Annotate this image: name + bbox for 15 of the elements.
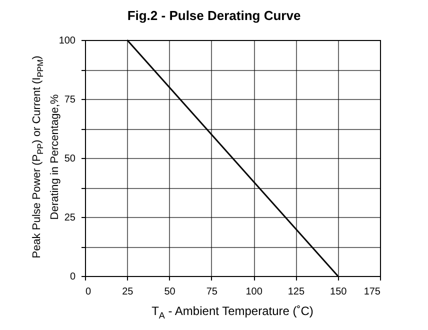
x-tick-label: 150 — [330, 286, 348, 298]
x-axis-title: T$_{A}$ - Ambient Temperature (˚C) — [150, 304, 314, 320]
x-tick-label: 100 — [246, 286, 263, 298]
y-tick-label: 0 — [70, 272, 76, 282]
chart-title: Fig.2 - Pulse Derating Curve — [126, 8, 302, 23]
y-tick-label: 25 — [64, 212, 76, 224]
y-tick-label: 50 — [64, 154, 76, 164]
x-tick-label: 50 — [164, 286, 176, 298]
x-tick-label: 25 — [122, 286, 134, 298]
x-tick-label: 125 — [288, 286, 305, 298]
x-tick-label: 175 — [364, 286, 381, 298]
y-tick-label: 100 — [58, 36, 76, 46]
x-tick-label: 0 — [86, 286, 92, 298]
x-tick-label: 75 — [206, 286, 218, 298]
y-tick-label: 75 — [64, 94, 76, 106]
